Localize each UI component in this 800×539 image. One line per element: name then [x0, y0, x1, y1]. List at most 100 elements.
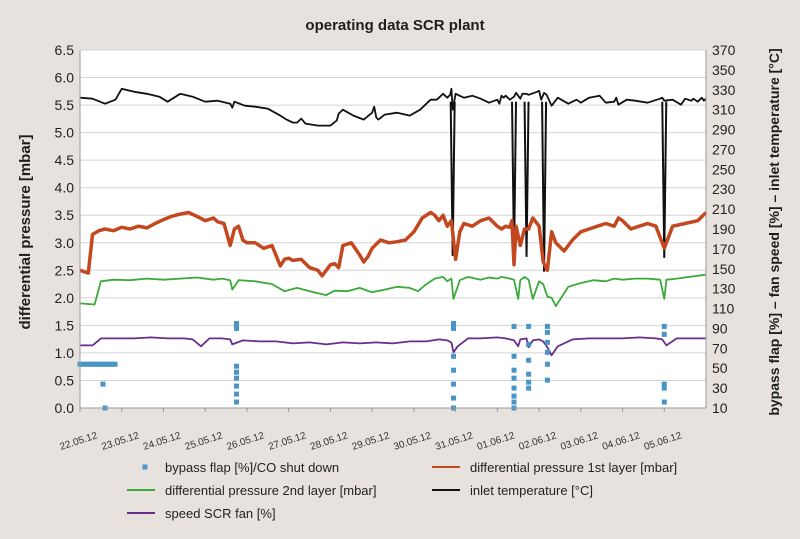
bypass-flap-marker	[234, 363, 239, 369]
bypass-flap-marker	[511, 323, 517, 329]
bypass-flap-marker	[544, 377, 550, 383]
legend-label: differential pressure 1st layer [mbar]	[470, 460, 677, 475]
bypass-flap-marker	[661, 399, 667, 405]
y-right-tick-label: 50	[712, 360, 728, 376]
y-left-tick-label: 2.0	[55, 290, 75, 306]
grid-layer	[80, 49, 706, 409]
bypass-flap-marker	[234, 320, 239, 326]
bypass-flap-marker	[110, 361, 116, 367]
y-left-tick-label: 2.5	[55, 262, 75, 278]
y-left-tick-label: 6.5	[55, 42, 75, 58]
x-tick-label: 25.05.12	[184, 430, 225, 453]
x-tick-label: 02.06.12	[518, 430, 559, 453]
x-tick-label: 31.05.12	[434, 430, 475, 453]
x-tick-label: 01.06.12	[476, 430, 517, 453]
x-tick-label: 05.06.12	[643, 430, 684, 453]
legend-label: inlet temperature [°C]	[470, 483, 593, 498]
x-tick-label: 28.05.12	[309, 430, 350, 453]
y-right-tick-label: 330	[712, 82, 736, 98]
bypass-flap-marker	[100, 381, 106, 387]
y-right-tick-label: 350	[712, 62, 736, 78]
y-left-tick-label: 0.0	[55, 400, 75, 416]
x-tick-label: 23.05.12	[100, 430, 141, 453]
differential-pressure-1st-layer-mbar-line	[79, 210, 708, 278]
speed-scr-fan-line	[80, 336, 706, 357]
bypass-flap-marker	[92, 361, 98, 367]
legend-label: speed SCR fan [%]	[165, 506, 276, 521]
bypass-flap-marker	[112, 361, 118, 367]
inlet-temperature-dip	[449, 101, 456, 256]
bypass-flap-marker	[80, 361, 86, 367]
y-left-tick-label: 3.0	[55, 235, 75, 251]
legend-label: bypass flap [%]/CO shut down	[165, 460, 339, 475]
y-left-tick-label: 5.0	[55, 125, 75, 141]
bypass-flap-marker	[451, 320, 457, 326]
bypass-flap-marker	[451, 353, 457, 359]
y-right-tick-label: 110	[712, 301, 735, 317]
legend-label: differential pressure 2nd layer [mbar]	[165, 483, 376, 498]
bypass-flap-marker	[526, 379, 532, 385]
x-tick-label: 22.05.12	[58, 430, 99, 453]
y-right-tick-label: 250	[712, 161, 736, 177]
bypass-flap-marker	[234, 375, 239, 381]
bypass-flap-marker	[526, 323, 532, 329]
y-right-tick-label: 150	[712, 261, 736, 277]
y-right-tick-label: 290	[712, 122, 736, 138]
legend: bypass flap [%]/CO shut down differential…	[127, 460, 677, 521]
bypass-flap-marker	[234, 325, 239, 331]
bypass-flap-marker	[544, 361, 550, 367]
bypass-flap-marker	[526, 385, 532, 391]
y-right-tick-label: 270	[712, 141, 736, 157]
y-axis-right-label: bypass flap [%] – fan speed [%] – inlet …	[766, 48, 782, 415]
bypass-flap-marker	[526, 341, 532, 347]
y-left-tick-label: 6.0	[55, 70, 75, 86]
y-left-tick-label: 1.0	[55, 345, 75, 361]
bypass-flap-marker	[87, 361, 93, 367]
legend-marker-swatch	[142, 464, 148, 470]
x-tick-label: 29.05.12	[351, 430, 392, 453]
bypass-flap-marker	[544, 323, 550, 329]
bypass-flap-marker	[451, 395, 457, 401]
bypass-flap-marker	[511, 385, 517, 391]
y-right-tick-label: 190	[712, 221, 736, 237]
y-left-tick-label: 4.0	[55, 180, 75, 196]
inlet-temperature-c-line	[79, 87, 707, 127]
x-tick-label: 03.06.12	[559, 430, 600, 453]
bypass-flap-marker	[234, 369, 239, 375]
inlet-temperature-dip	[541, 101, 548, 272]
bypass-flap-marker	[511, 393, 517, 399]
bypass-flap-marker	[544, 349, 550, 355]
x-tick-label: 24.05.12	[142, 430, 183, 453]
y-right-tick-label: 70	[712, 340, 728, 356]
bypass-flap-marker	[234, 399, 239, 405]
bypass-flap-marker	[511, 375, 517, 381]
y-axis-left-label: differential pressure [mbar]	[17, 134, 34, 329]
series-layer	[77, 87, 708, 411]
bypass-flap-marker	[97, 361, 103, 367]
bypass-flap-marker	[526, 371, 532, 377]
bypass-flap-marker	[105, 361, 111, 367]
bypass-flap-marker	[107, 361, 113, 367]
chart-title: operating data SCR plant	[305, 17, 484, 34]
bypass-flap-marker	[661, 331, 667, 337]
y-right-tick-label: 30	[712, 380, 728, 396]
x-tick-label: 30.05.12	[392, 430, 433, 453]
y-right-tick-label: 210	[712, 201, 736, 217]
bypass-flap-marker	[661, 381, 667, 387]
y-right-tick-label: 170	[712, 241, 736, 257]
bypass-flap-marker	[82, 361, 88, 367]
x-tick-label: 26.05.12	[225, 430, 266, 453]
bypass-flap-marker	[544, 329, 550, 335]
inlet-temperature-dip	[661, 101, 668, 258]
bypass-flap-marker	[526, 357, 532, 363]
y-left-tick-label: 1.5	[55, 317, 75, 333]
y-right-tick-label: 10	[712, 400, 728, 416]
bypass-flap-marker	[90, 361, 96, 367]
bypass-flap-marker	[85, 361, 91, 367]
plot-area	[80, 50, 706, 408]
bypass-flap-marker	[661, 385, 667, 391]
y-right-tick-label: 370	[712, 42, 736, 58]
bypass-flap-marker	[102, 361, 108, 367]
differential-pressure-2nd-layer-mbar-line	[79, 273, 707, 307]
